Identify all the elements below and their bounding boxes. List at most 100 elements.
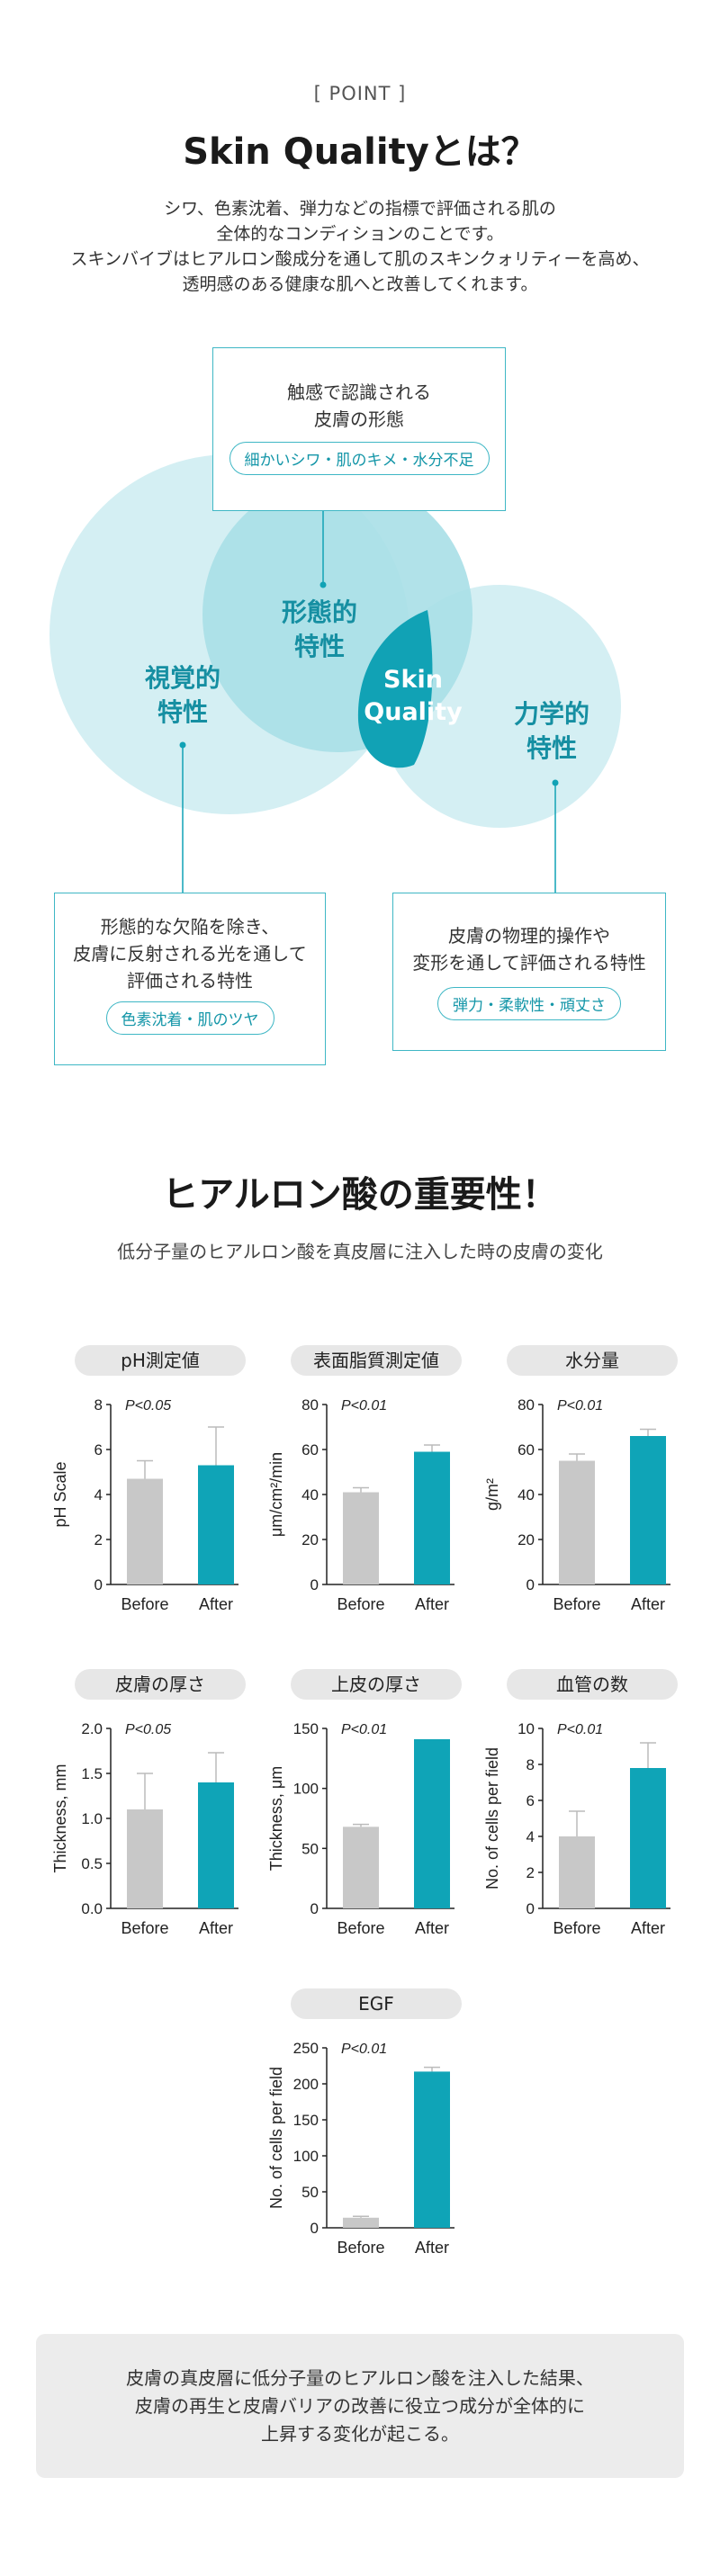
x-tick-label: Before <box>121 1919 168 1937</box>
right-tag-pill: 弾力・柔軟性・頑丈さ <box>437 987 621 1020</box>
summary-line: 皮膚の再生と皮膚バリアの改善に役立つ成分が全体的に <box>135 2395 585 2417</box>
x-tick-label: Before <box>121 1595 168 1613</box>
y-tick-label: 8 <box>94 1396 103 1414</box>
y-tick-label: 0 <box>310 2220 319 2237</box>
point-label: [ POINT ] <box>313 83 407 104</box>
skin-quality-label: Skin Quality <box>353 664 473 729</box>
p-value-label: P<0.01 <box>341 1722 387 1737</box>
morphological-label: 形態的 特性 <box>261 596 378 664</box>
y-tick-label: 2.0 <box>81 1720 103 1737</box>
y-axis-label: Thickness, μm <box>267 1766 285 1871</box>
intro-line: 全体的なコンディションのことです。 <box>216 224 504 244</box>
bar-after <box>414 2071 450 2228</box>
summary-box: 皮膚の真皮層に低分子量のヒアルロン酸を注入した結果、 皮膚の再生と皮膚バリアの改… <box>36 2334 684 2478</box>
y-tick-label: 100 <box>293 1781 319 1798</box>
bar-chart: EGF 0 50 100 150 200 250 No. of cells per field… <box>256 1988 464 2285</box>
y-axis-label: Thickness, mm <box>51 1764 69 1872</box>
x-tick-label: After <box>631 1595 665 1613</box>
chart-title: 表面脂質測定値 <box>291 1345 462 1376</box>
y-tick-label: 150 <box>293 2112 319 2129</box>
chart-svg: 0 2 4 6 8 10 No. of cells per field P<0.01 Befor… <box>483 1720 670 1937</box>
x-tick-label: After <box>199 1919 233 1937</box>
box-line: 触感で認識される <box>287 381 431 403</box>
y-tick-label: 2 <box>526 1864 535 1881</box>
bar-after <box>414 1739 450 1908</box>
bar-chart: 表面脂質測定値 0 20 40 60 80 μm/cm²/min P<0.01 Before Af… <box>256 1345 464 1642</box>
label-line: 力学的 <box>513 699 590 729</box>
y-tick-label: 1.0 <box>81 1810 103 1827</box>
y-tick-label: 0 <box>310 1576 319 1593</box>
box-line: 変形を通して評価される特性 <box>412 952 646 974</box>
box-line: 形態的な欠陥を除き、 <box>100 916 280 938</box>
chart-title: 水分量 <box>507 1345 678 1376</box>
x-tick-label: Before <box>553 1919 600 1937</box>
chart-svg: 0 20 40 60 80 μm/cm²/min P<0.01 Before After <box>267 1396 454 1613</box>
bar-after <box>630 1436 666 1584</box>
p-value-label: P<0.01 <box>557 1398 603 1414</box>
bar-after <box>198 1782 234 1908</box>
chart-svg: 0 50 100 150 200 250 No. of cells per field P<0… <box>267 2040 454 2257</box>
y-tick-label: 6 <box>526 1792 535 1809</box>
box-line: 皮膚に反射される光を通して <box>73 943 307 965</box>
y-tick-label: 8 <box>526 1756 535 1773</box>
bar-before <box>343 1827 379 1908</box>
x-tick-label: Before <box>337 1919 384 1937</box>
chart-svg: 0 50 100 150 Thickness, μm P<0.01 Before After <box>267 1720 454 1937</box>
bar-chart: 皮膚の厚さ 0.0 0.5 1.0 1.5 2.0 Thickness, mm P<0.05 B… <box>40 1669 248 1966</box>
y-tick-label: 0 <box>526 1900 535 1917</box>
summary-line: 上昇する変化が起こる。 <box>261 2423 459 2445</box>
y-tick-label: 60 <box>302 1441 319 1459</box>
y-tick-label: 50 <box>302 1840 319 1857</box>
label-line: Skin <box>383 666 443 694</box>
bar-before <box>343 1492 379 1584</box>
y-axis-label: g/m² <box>483 1478 501 1511</box>
x-tick-label: After <box>415 1595 449 1613</box>
p-value-label: P<0.01 <box>557 1722 603 1737</box>
y-tick-label: 150 <box>293 1720 319 1737</box>
skin-quality-venn-diagram: 触感で認識される 皮膚の形態 細かいシワ・肌のキメ・水分不足 形態的 特性 視覚… <box>0 342 720 1080</box>
y-tick-label: 60 <box>518 1441 535 1459</box>
y-tick-label: 0 <box>94 1576 103 1593</box>
y-tick-label: 1.5 <box>81 1765 103 1782</box>
chart-title: pH測定値 <box>75 1345 246 1376</box>
y-tick-label: 50 <box>302 2184 319 2201</box>
intro-line: 透明感のある健康な肌へと改善してくれます。 <box>182 274 538 294</box>
left-info-box: 形態的な欠陥を除き、 皮膚に反射される光を通して 評価される特性 色素沈着・肌の… <box>54 893 326 1065</box>
connector-dot <box>552 779 559 786</box>
connector-dot <box>179 741 186 749</box>
p-value-label: P<0.05 <box>125 1398 171 1414</box>
bar-after <box>630 1768 666 1908</box>
bar-chart: pH測定値 0 2 4 6 8 pH Scale P<0.05 Before After <box>40 1345 248 1642</box>
bar-after <box>414 1451 450 1584</box>
bar-after <box>198 1465 234 1584</box>
label-line: 視覚的 <box>144 663 220 693</box>
top-tag-pill: 細かいシワ・肌のキメ・水分不足 <box>229 442 490 475</box>
intro-line: スキンバイブはヒアルロン酸成分を通して肌のスキンクォリティーを高め、 <box>70 249 650 269</box>
intro-text: シワ、色素沈着、弾力などの指標で評価される肌の 全体的なコンディションのことです… <box>0 196 720 297</box>
label-line: Quality <box>364 698 463 726</box>
y-tick-label: 40 <box>302 1486 319 1503</box>
p-value-label: P<0.01 <box>341 1398 387 1414</box>
bar-chart: 上皮の厚さ 0 50 100 150 Thickness, μm P<0.01 Before A… <box>256 1669 464 1966</box>
x-tick-label: After <box>631 1919 665 1937</box>
top-info-box: 触感で認識される 皮膚の形態 細かいシワ・肌のキメ・水分不足 <box>212 347 506 511</box>
y-tick-label: 4 <box>94 1486 103 1503</box>
visual-label: 視覚的 特性 <box>124 661 241 730</box>
label-line: 形態的 <box>281 597 357 627</box>
y-tick-label: 2 <box>94 1531 103 1548</box>
y-tick-label: 0.5 <box>81 1855 103 1872</box>
page-title: Skin Qualityとは？ <box>183 131 537 173</box>
y-axis-label: pH Scale <box>51 1461 69 1527</box>
y-tick-label: 4 <box>526 1828 535 1845</box>
label-line: 特性 <box>293 632 345 661</box>
x-tick-label: Before <box>337 1595 384 1613</box>
box-line: 評価される特性 <box>127 970 253 992</box>
bar-before <box>127 1809 163 1908</box>
x-tick-label: After <box>415 1919 449 1937</box>
connector-dot <box>320 581 327 588</box>
chart-svg: 0 20 40 60 80 g/m² P<0.01 Before After <box>483 1396 670 1613</box>
intro-line: シワ、色素沈着、弾力などの指標で評価される肌の <box>164 199 556 219</box>
y-tick-label: 80 <box>518 1396 535 1414</box>
x-tick-label: After <box>415 2239 449 2257</box>
box-line: 皮膚の物理的操作や <box>448 925 610 947</box>
